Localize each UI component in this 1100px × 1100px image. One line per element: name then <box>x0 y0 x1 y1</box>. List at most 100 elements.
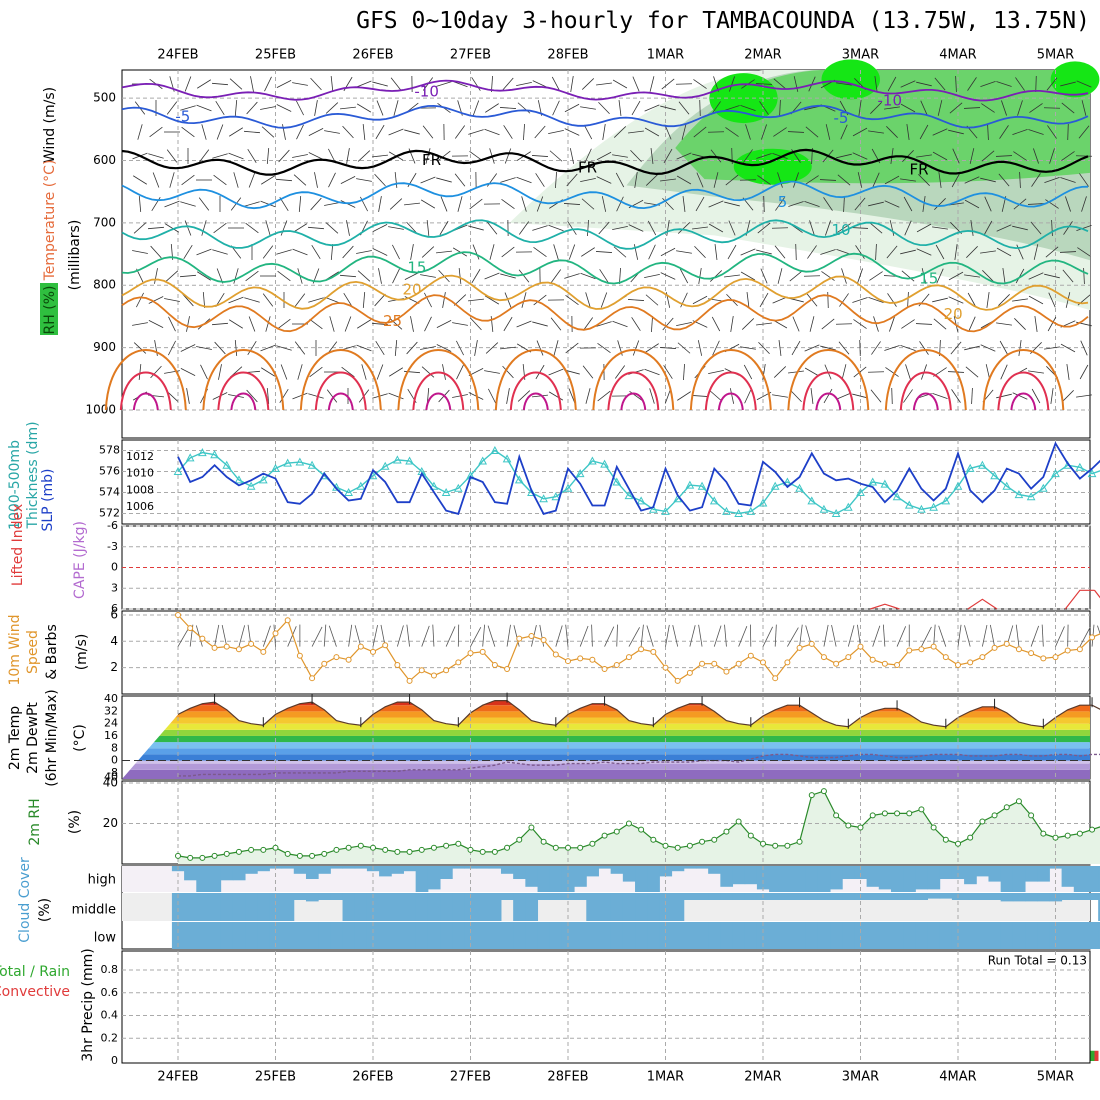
wind-barb <box>164 370 180 374</box>
rh2m-point <box>918 806 925 813</box>
wind-barb <box>390 77 402 91</box>
wind-speed-point <box>455 659 462 666</box>
temp-tick-label: -8 <box>107 766 118 779</box>
wind-barb <box>248 172 256 188</box>
wind-barb <box>177 627 190 647</box>
upper-air-ylabel-rh-part: RH (%) <box>42 286 58 335</box>
precip-ylabel-3-part: 3hr Precip (mm) <box>80 948 96 1061</box>
cloud-bar-middle <box>403 893 417 921</box>
wind-barb <box>714 244 718 260</box>
wind-barb <box>998 294 1010 306</box>
cloud-bar-middle <box>1037 893 1050 902</box>
wind-barb <box>884 345 900 351</box>
wind-barb <box>775 197 785 211</box>
wind-barb <box>821 271 835 281</box>
cloud-bar-high <box>549 866 563 892</box>
precip-ylabel-3: 3hr Precip (mm) <box>80 948 96 1061</box>
cloud-bar-low <box>537 922 551 949</box>
wind-barb <box>533 246 547 258</box>
cloud-bar-high <box>354 866 368 869</box>
thickness-point <box>478 456 488 465</box>
rh2m-point <box>930 824 937 831</box>
wind-barb <box>456 340 464 356</box>
date-label-top: 2MAR <box>744 48 781 63</box>
wind-barb <box>1012 392 1028 400</box>
wind-barb <box>968 316 976 332</box>
cloud-bar-middle <box>184 893 197 921</box>
wind-speed-point <box>467 650 474 657</box>
wind-barb <box>692 226 708 230</box>
wind-barb <box>839 293 849 307</box>
wind-barb <box>325 102 339 114</box>
rh2m-tick-label: 40 <box>103 776 118 790</box>
wind-barb <box>889 220 895 236</box>
temp-ylabel-4: (°C) <box>72 724 88 752</box>
isotherm-35 <box>314 371 367 411</box>
contour-label: FR <box>909 160 928 178</box>
wind-barb <box>474 340 478 356</box>
wind-barb <box>445 626 456 647</box>
isotherm-35 <box>509 371 562 411</box>
thickness-point <box>722 506 731 515</box>
wind-barb <box>361 364 367 380</box>
wind-ylabel-4: (m/s) <box>74 634 90 671</box>
wind-barb <box>523 123 525 141</box>
wind-barb <box>841 268 847 284</box>
wind-barb <box>644 273 660 279</box>
wind-barb <box>244 201 260 207</box>
cloud-bar-low <box>220 922 234 949</box>
cloud-bar-high <box>440 866 453 879</box>
cloud-bar-high <box>635 866 648 892</box>
rh-legend-swatch <box>40 283 58 335</box>
wind-barb <box>799 624 803 647</box>
cloud-ylabel-2-part: (%) <box>37 898 53 922</box>
cloud-bar-high <box>866 866 880 887</box>
wind-barb <box>553 244 559 260</box>
wind-barb <box>963 107 981 109</box>
rh2m-point <box>820 788 827 795</box>
pressure-tick-label: 1000 <box>85 403 116 417</box>
cloud-bar-high <box>318 866 331 874</box>
wind-barb <box>311 245 321 259</box>
wind-barb <box>1065 196 1071 212</box>
wind-speed-point <box>284 617 291 624</box>
wind-barb <box>436 81 452 87</box>
cloud-bar-middle <box>1073 893 1087 900</box>
isotherm-40 <box>522 392 549 411</box>
wind-barb <box>996 322 1012 326</box>
wind-barb <box>900 249 916 255</box>
wind-barb <box>932 297 948 303</box>
wind-barb <box>666 220 670 236</box>
wind-barb <box>550 269 562 283</box>
wind-barb <box>292 248 308 256</box>
cloud-bar-middle <box>976 893 989 900</box>
temp-band <box>122 763 1090 770</box>
wind-speed-point <box>1040 655 1047 662</box>
cloud-bar-high <box>379 866 392 877</box>
cloud-bar-low <box>403 922 417 949</box>
rh2m-point <box>321 850 328 857</box>
wind-barb <box>901 319 915 329</box>
rh2m-point <box>235 848 242 855</box>
thickness-point <box>697 481 707 490</box>
wind-barb <box>1062 390 1074 402</box>
rh2m-point <box>357 842 364 849</box>
thickness-point <box>868 477 878 486</box>
cloud-bar-middle <box>1098 893 1100 921</box>
wind-barb <box>344 316 352 332</box>
isotherm-25 <box>121 294 1089 333</box>
rh2m-point <box>686 842 693 849</box>
wind-barb <box>724 105 740 111</box>
wind-barb <box>442 292 446 308</box>
cloud-bar-low <box>988 922 1002 949</box>
wind-barb <box>823 388 833 404</box>
wind-barb <box>583 124 593 140</box>
wind-barb <box>564 273 580 279</box>
wind-barb <box>420 176 436 184</box>
wind-barb <box>186 316 190 332</box>
wind-barb <box>1079 364 1089 380</box>
wind-barb <box>452 394 468 398</box>
wind-barb <box>266 387 270 405</box>
cloud-bar-low <box>1073 922 1087 949</box>
